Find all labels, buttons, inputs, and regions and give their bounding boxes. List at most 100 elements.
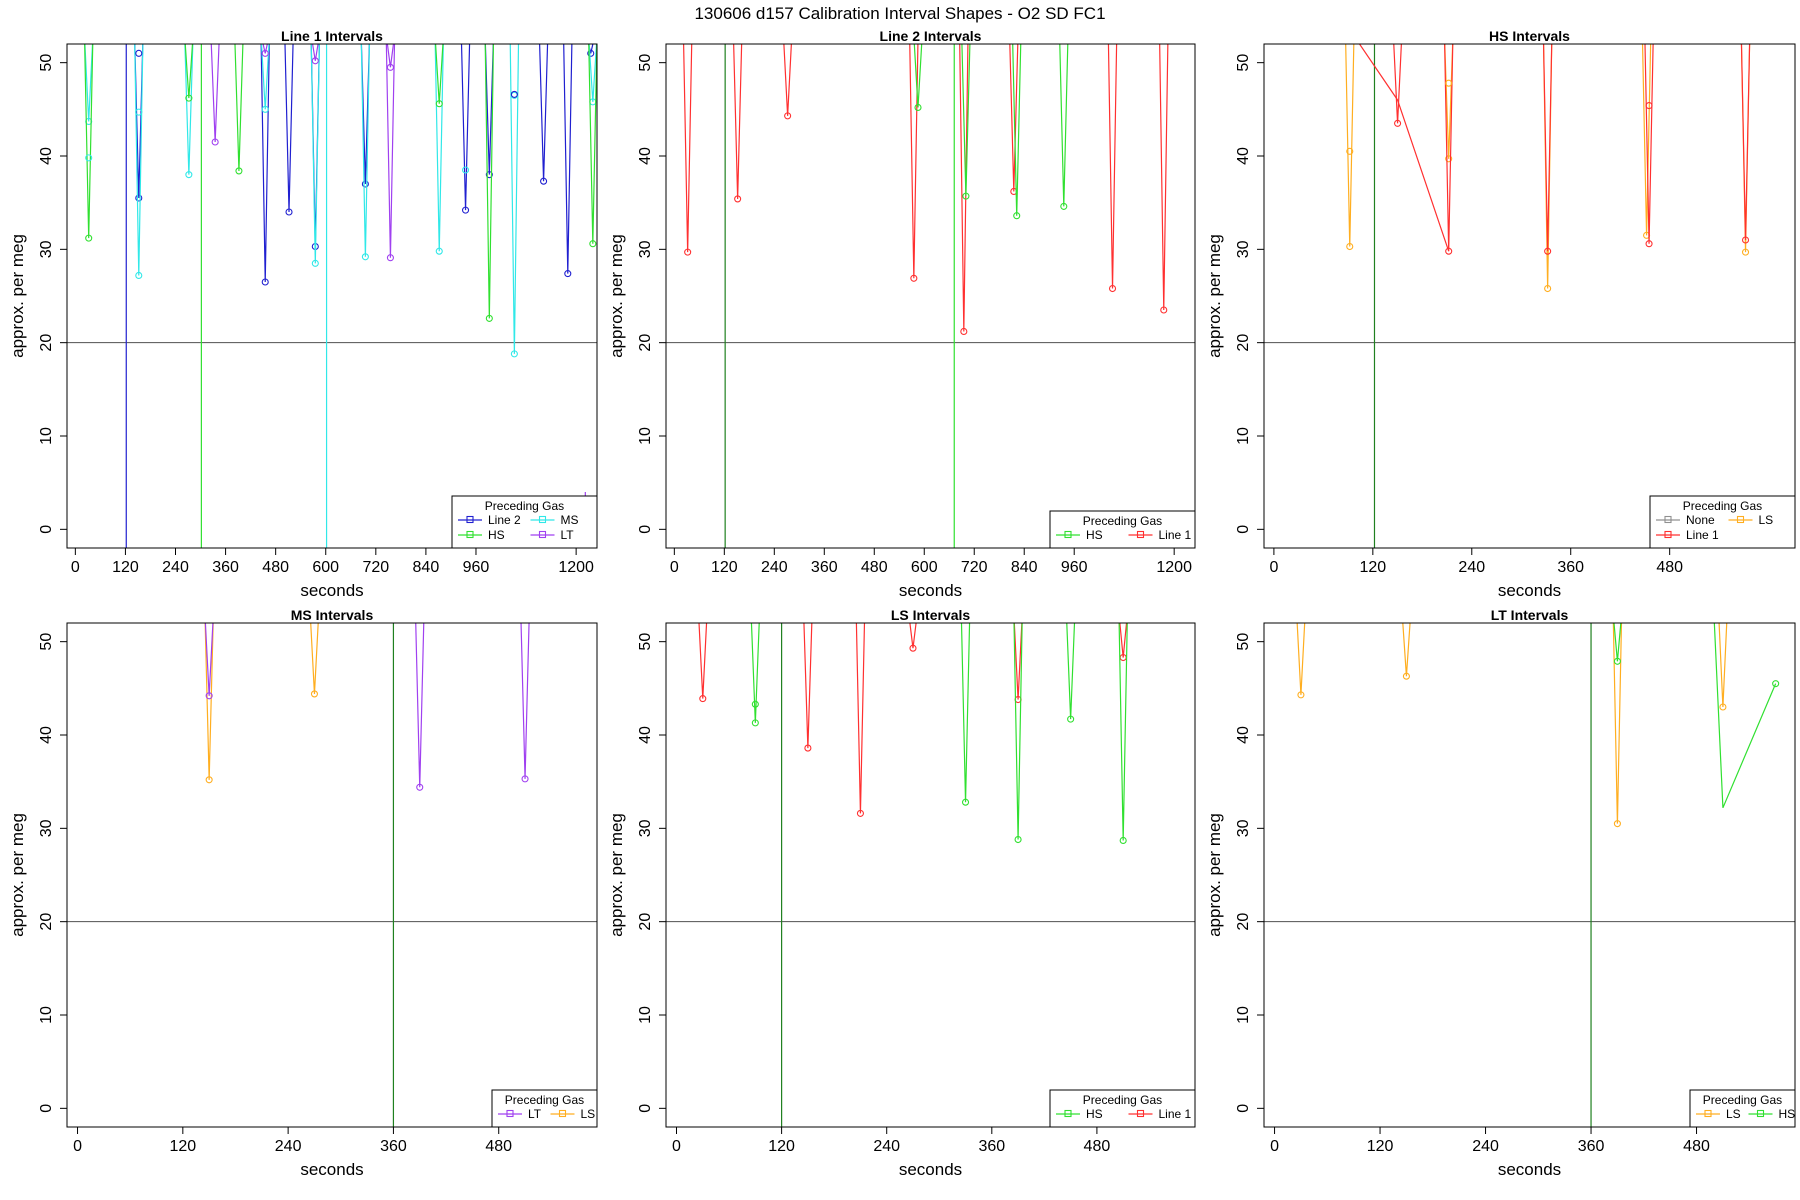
series-line [1296,623,1306,695]
legend-title: Preceding Gas [1683,499,1762,513]
data-point [540,177,548,185]
x-tick-label: 360 [1578,1138,1605,1155]
y-tick-label: 50 [637,54,654,72]
x-tick-label: 480 [861,559,888,576]
data-point [1772,680,1780,688]
legend-swatch-marker [1064,1109,1072,1118]
series-line [1641,44,1652,236]
y-tick-label: 40 [1235,726,1252,744]
series-line [310,44,320,264]
x-axis-label: seconds [899,1160,962,1179]
data-point [1613,820,1621,828]
x-tick-label: 240 [1458,559,1485,576]
legend-box [1689,1089,1796,1128]
legend-swatch-marker [1064,530,1072,539]
legend-swatch-marker [1756,1109,1765,1118]
legend-entry-label: HS [1086,1107,1103,1121]
legend-swatch-marker [506,1109,514,1118]
data-point [85,234,93,242]
y-tick-label: 40 [38,147,55,165]
data-point [1613,657,1621,665]
y-axis-label: approx. per meg [1205,813,1224,937]
series-line [210,44,220,143]
plot-border [1263,43,1796,549]
series-line [84,44,94,122]
series-line [1009,44,1019,192]
x-tick-label: 600 [312,559,339,576]
series-line [134,44,144,276]
y-tick-label: 40 [637,726,654,744]
legend-entry-label: LS [581,1107,596,1121]
legend-box [491,1089,598,1128]
legend-swatch-marker [558,1109,567,1118]
series-line [310,44,320,247]
y-axis-label: approx. per meg [8,813,27,937]
y-tick-label: 20 [637,334,654,352]
x-tick-label: 0 [672,1138,681,1155]
x-tick-label: 1200 [1156,559,1192,576]
data-point [804,744,812,752]
y-tick-label: 10 [1235,427,1252,445]
data-point [1297,691,1305,699]
data-point [386,63,394,71]
y-axis-label: approx. per meg [607,234,626,358]
x-tick-label: 480 [1656,559,1683,576]
x-tick-label: 120 [169,1138,196,1155]
series-line [1118,623,1128,841]
legend-title: Preceding Gas [505,1093,584,1107]
figure-title: 130606 d157 Calibration Interval Shapes … [694,4,1105,23]
series-line [434,44,444,252]
series-line [803,623,813,749]
data-point [751,719,759,727]
data-point [1394,119,1402,127]
series-line [588,44,594,54]
data-point [1645,102,1653,110]
plot-area [67,623,597,1127]
data-point [510,90,518,98]
x-tick-label: 360 [978,1138,1005,1155]
x-tick-label: 360 [1557,559,1584,576]
x-tick-label: 1200 [558,559,594,576]
legend-swatch-marker [466,515,474,524]
plot-area [67,44,597,548]
legend-entry-label: Line 2 [488,513,521,527]
data-point [205,692,213,700]
legend-swatch-marker [1136,530,1145,539]
data-point [564,270,572,278]
legend-entry-label: Line 1 [1159,1107,1192,1121]
legend-entry-label: LT [561,528,575,542]
legend-box [1049,1089,1196,1128]
x-tick-label: 360 [212,559,239,576]
series-line [310,623,319,694]
y-tick-label: 50 [637,633,654,651]
plot-border [66,622,598,1128]
data-point [1445,155,1453,163]
data-point [1160,306,1168,314]
data-point [185,171,193,179]
legend-swatch-marker [1704,1109,1712,1118]
data-point [1445,247,1453,255]
x-tick-label: 600 [911,559,938,576]
series-line [1066,623,1076,720]
series-line [520,623,530,779]
legend-swatch-marker [1136,1109,1145,1118]
series-line [539,44,549,182]
data-point [1402,672,1410,680]
series-line [360,44,371,257]
legend-swatch-marker [1664,515,1672,524]
x-tick-label: 720 [362,559,389,576]
series-line [750,623,760,723]
legend-entry-label: HS [488,528,505,542]
data-point [587,49,595,57]
series-line [909,623,917,649]
plot-border [665,622,1196,1128]
plot-area [1264,623,1795,1127]
series-line [698,623,708,699]
data-point [435,247,443,255]
legend-swatch-marker [466,530,474,539]
panel-5: LS Intervals seconds approx. per meg 0 120 24… [607,607,1196,1179]
panel-4: MS Intervals seconds approx. per meg 0 120 24… [8,607,598,1179]
